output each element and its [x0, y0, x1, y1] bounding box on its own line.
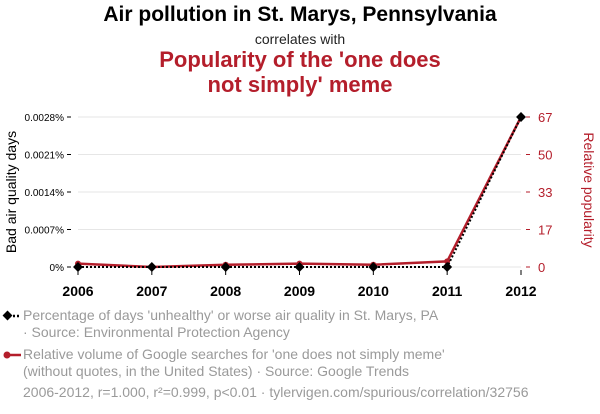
legend-series2: Relative volume of Google searches for '…	[23, 346, 583, 380]
x-tick-label: 2011	[432, 283, 463, 299]
right-tick-label: 33	[538, 185, 552, 200]
correlates-label: correlates with	[254, 31, 346, 47]
x-tick-label: 2006	[62, 283, 93, 299]
legend-series2-line2: (without quotes, in the United States) ·…	[23, 363, 409, 379]
left-tick-label: 0%	[50, 263, 65, 274]
legend-series1-line1: Percentage of days 'unhealthy' or worse …	[23, 307, 439, 323]
x-tick-label: 2009	[284, 283, 315, 299]
chart-subtitle: Popularity of the 'one does not simply' …	[159, 47, 441, 97]
series-bad-air-days-point	[516, 112, 526, 122]
right-tick-label: 17	[538, 223, 552, 238]
legend-series1-line2: · Source: Environmental Protection Agenc…	[23, 324, 290, 340]
series-bad-air-days-point	[368, 262, 379, 272]
x-tick-label: 2010	[358, 283, 389, 299]
legend-series2-marker	[3, 351, 21, 359]
series-bad-air-days-point	[294, 262, 305, 272]
x-tick-label: 2012	[505, 283, 536, 299]
series-bad-air-days-point	[220, 262, 231, 272]
left-axis-title: Bad air quality days	[3, 131, 19, 253]
chart-title: Air pollution in St. Marys, Pennsylvania	[103, 3, 497, 26]
legend-series1: Percentage of days 'unhealthy' or worse …	[23, 307, 583, 341]
x-tick-label: 2008	[210, 283, 241, 299]
left-tick-label: 0.0007%	[25, 226, 65, 237]
line-chart: 0% 0.0007% 0.0014% 0.0021% 0.0028% 0 17 33 50 67 2…	[3, 110, 597, 299]
right-axis-title: Relative popularity	[581, 132, 597, 247]
legend-series2-line1: Relative volume of Google searches for '…	[23, 346, 445, 362]
series-bad-air-days-point	[146, 262, 157, 272]
x-tick-label: 2007	[136, 283, 167, 299]
left-tick-label: 0.0014%	[25, 188, 65, 199]
right-tick-label: 67	[538, 110, 552, 125]
right-tick-label: 0	[538, 260, 545, 275]
right-tick-label: 50	[538, 148, 552, 163]
left-tick-label: 0.0021%	[25, 151, 65, 162]
left-tick-label: 0.0028%	[25, 113, 65, 124]
series-bad-air-days-point	[442, 262, 453, 272]
footer-stats: 2006-2012, r=1.000, r²=0.999, p<0.01 · t…	[23, 384, 529, 400]
legend-series1-marker	[2, 310, 21, 321]
